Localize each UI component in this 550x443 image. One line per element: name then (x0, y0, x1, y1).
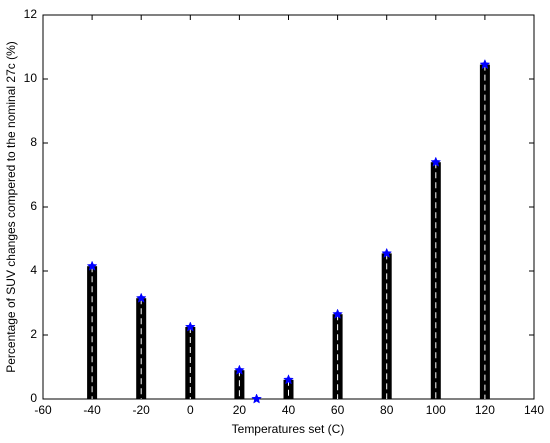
plot-frame (42, 14, 535, 400)
y-tick-label: 2 (30, 327, 37, 341)
y-tick-label: 0 (30, 391, 37, 405)
marker (234, 364, 245, 375)
marker (283, 374, 294, 385)
x-tick-label: -40 (83, 403, 101, 417)
x-tick-label: 140 (524, 403, 544, 417)
x-tick-label: 100 (426, 403, 446, 417)
marker (251, 393, 262, 404)
x-tick-label: -20 (133, 403, 151, 417)
marker (430, 156, 442, 167)
marker (135, 292, 147, 303)
y-axis-label: Percentage of SUV changes compered to th… (4, 41, 18, 373)
bar (87, 266, 98, 399)
marker (184, 321, 196, 332)
marker (332, 308, 343, 319)
y-tick-label: 4 (30, 263, 37, 277)
x-tick-label: 60 (331, 403, 345, 417)
x-tick-label: 0 (187, 403, 194, 417)
x-tick-label: 40 (282, 403, 296, 417)
x-tick-label: 120 (475, 403, 495, 417)
marker (86, 260, 98, 271)
bar (430, 162, 441, 399)
y-tick-label: 12 (24, 7, 38, 21)
x-axis-label: Temperatures set (C) (232, 422, 345, 436)
x-tick-label: 80 (380, 403, 394, 417)
marker (381, 247, 393, 258)
marker (479, 58, 491, 70)
x-tick-label: -60 (34, 403, 52, 417)
bar (479, 64, 490, 399)
y-tick-label: 6 (30, 199, 37, 213)
y-tick-label: 10 (24, 71, 38, 85)
bar (283, 379, 294, 399)
x-tick-label: 20 (233, 403, 247, 417)
y-tick-label: 8 (30, 135, 37, 149)
